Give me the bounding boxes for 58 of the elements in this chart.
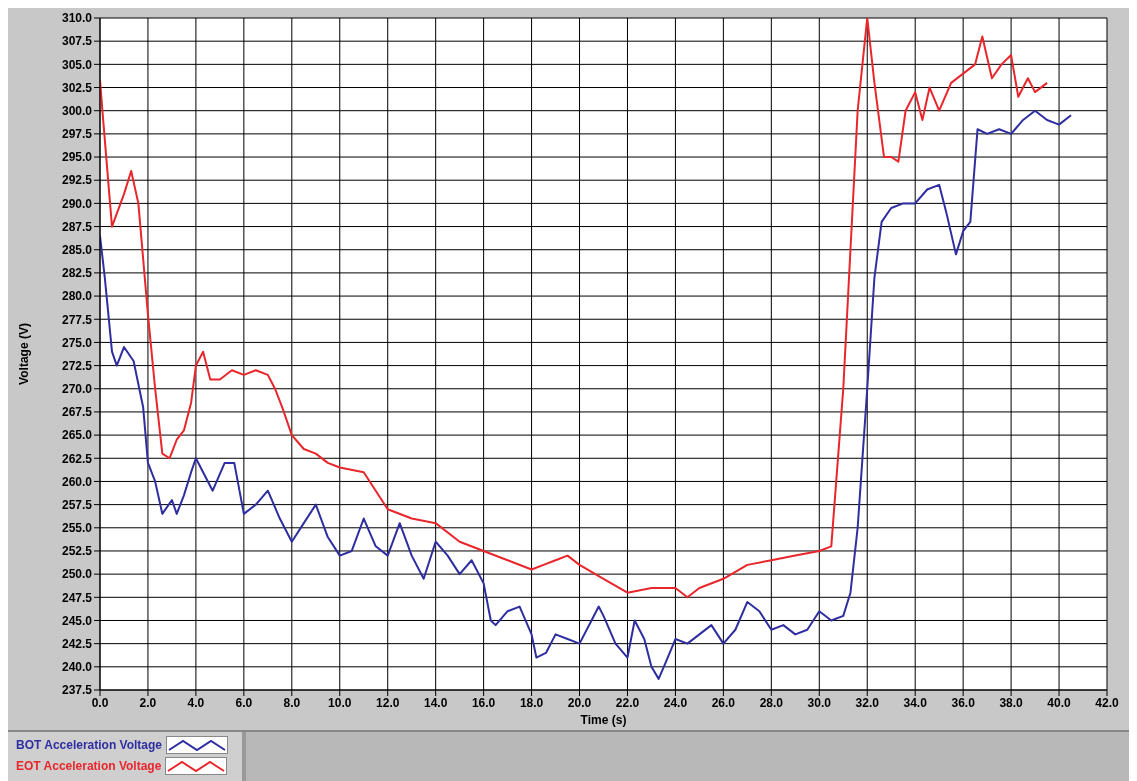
x-tick-label: 12.0 bbox=[376, 695, 400, 710]
y-tick-label: 262.5 bbox=[61, 451, 93, 466]
line-series bbox=[100, 18, 1049, 599]
y-tick-label: 240.0 bbox=[61, 660, 93, 675]
y-tick-label: 257.5 bbox=[61, 497, 93, 512]
x-tick-label: 32.0 bbox=[855, 695, 880, 710]
y-tick-label: 272.5 bbox=[61, 358, 93, 373]
y-axis-title: Voltage (V) bbox=[17, 323, 32, 385]
x-tick-label: 36.0 bbox=[951, 695, 976, 710]
x-tick-label: 0.0 bbox=[91, 695, 109, 710]
legend-label: EOT Acceleration Voltage bbox=[16, 759, 162, 773]
y-tick-label: 305.0 bbox=[61, 57, 93, 72]
x-tick-label: 40.0 bbox=[1047, 695, 1072, 710]
y-tick-label: 300.0 bbox=[61, 103, 93, 118]
x-tick-label: 24.0 bbox=[663, 695, 688, 710]
y-tick-label: 250.0 bbox=[61, 567, 93, 582]
x-axis-title: Time (s) bbox=[580, 713, 627, 727]
x-tick-label: 10.0 bbox=[328, 695, 352, 710]
x-tick-label: 16.0 bbox=[471, 695, 496, 710]
legend-label: BOT Acceleration Voltage bbox=[16, 738, 163, 752]
y-tick-label: 265.0 bbox=[61, 428, 93, 443]
y-tick-label: 307.5 bbox=[61, 34, 93, 49]
x-tick-label: 38.0 bbox=[999, 695, 1024, 710]
x-tick-label: 22.0 bbox=[615, 695, 640, 710]
x-tick-label: 6.0 bbox=[235, 695, 253, 710]
y-tick-label: 245.0 bbox=[61, 613, 93, 628]
y-tick-label: 247.5 bbox=[61, 590, 93, 605]
y-tick-label: 275.0 bbox=[61, 335, 93, 350]
x-tick-label: 42.0 bbox=[1095, 695, 1119, 710]
y-tick-label: 292.5 bbox=[61, 173, 93, 188]
y-tick-label: 290.0 bbox=[61, 196, 93, 211]
x-tick-label: 8.0 bbox=[283, 695, 301, 710]
y-tick-label: 255.0 bbox=[61, 521, 93, 536]
x-tick-label: 20.0 bbox=[567, 695, 592, 710]
y-tick-label: 302.5 bbox=[61, 80, 93, 95]
y-tick-label: 280.0 bbox=[61, 289, 93, 304]
y-tick-label: 285.0 bbox=[61, 242, 93, 257]
y-tick-label: 287.5 bbox=[61, 219, 93, 234]
line-series bbox=[100, 109, 1073, 680]
y-tick-label: 297.5 bbox=[61, 127, 93, 142]
y-tick-label: 237.5 bbox=[61, 683, 93, 698]
x-tick-label: 14.0 bbox=[423, 695, 448, 710]
y-tick-label: 242.5 bbox=[61, 636, 93, 651]
y-tick-label: 310.0 bbox=[61, 11, 93, 26]
y-tick-label: 270.0 bbox=[61, 382, 93, 397]
x-tick-label: 28.0 bbox=[759, 695, 784, 710]
x-tick-label: 2.0 bbox=[139, 695, 157, 710]
y-tick-label: 267.5 bbox=[61, 405, 93, 420]
y-tick-label: 277.5 bbox=[61, 312, 93, 327]
x-tick-label: 34.0 bbox=[903, 695, 928, 710]
y-tick-label: 295.0 bbox=[61, 150, 93, 165]
y-tick-label: 282.5 bbox=[61, 266, 93, 281]
y-tick-label: 252.5 bbox=[61, 544, 93, 559]
x-tick-label: 18.0 bbox=[519, 695, 544, 710]
x-tick-label: 26.0 bbox=[711, 695, 736, 710]
y-tick-label: 260.0 bbox=[61, 474, 93, 489]
x-tick-label: 4.0 bbox=[187, 695, 205, 710]
x-tick-label: 30.0 bbox=[807, 695, 832, 710]
